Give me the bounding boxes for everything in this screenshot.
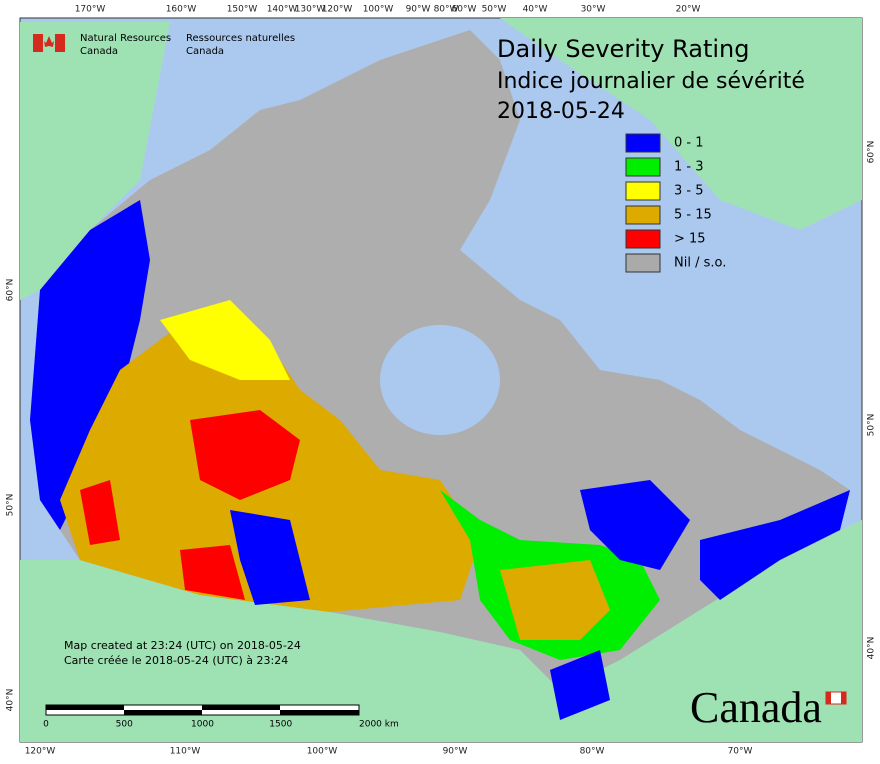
legend-label: 5 - 15	[674, 208, 712, 223]
lon-label: 150°W	[227, 5, 258, 15]
legend-swatch	[625, 157, 661, 177]
lon-label: 160°W	[166, 5, 197, 15]
lon-label: 60°W	[452, 5, 477, 15]
zone-maritimes-blue	[700, 490, 850, 600]
agency-en: Natural Resources	[80, 33, 171, 44]
zone-red-3	[80, 480, 120, 545]
lat-label: 60°N	[6, 279, 16, 302]
lon-label: 140°W	[267, 5, 298, 15]
scale-label: 2000 km	[359, 720, 399, 730]
legend-label: 3 - 5	[674, 184, 704, 199]
note: Carte créée le 2018-05-24 (UTC) à 23:24	[64, 654, 288, 667]
lon-label: 100°W	[363, 5, 394, 15]
title: Daily Severity Rating	[497, 35, 749, 63]
alaska	[20, 22, 170, 300]
lat-label: 50°N	[6, 494, 16, 517]
legend-swatch	[625, 253, 661, 273]
date: 2018-05-24	[497, 99, 625, 124]
note: Map created at 23:24 (UTC) on 2018-05-24	[64, 639, 301, 652]
zone-west-blue	[30, 200, 150, 530]
zone-red-2	[180, 545, 245, 600]
legend-label: > 15	[674, 232, 706, 247]
scale-bar	[45, 704, 360, 716]
lon-label: 20°W	[676, 5, 701, 15]
zone-quebec-blue	[580, 480, 690, 570]
lon-label: 30°W	[581, 5, 606, 15]
wordmark: Canada	[690, 683, 822, 732]
united-states	[20, 520, 862, 742]
zone-red-1	[190, 410, 300, 500]
agency-en: Canada	[80, 46, 118, 57]
zone-yellow-1	[160, 300, 290, 380]
legend-swatch	[625, 133, 661, 153]
greenland	[500, 18, 862, 230]
scale-label: 500	[116, 720, 133, 730]
lat-label: 40°N	[6, 689, 16, 712]
lat-label: 40°N	[867, 637, 877, 660]
scale-label: 1500	[269, 720, 292, 730]
lon-label: 90°W	[443, 747, 468, 757]
legend-swatch	[625, 181, 661, 201]
legend: 0 - 1 1 - 3 3 - 5 5 - 15 > 15 Nil / s.o.	[625, 133, 726, 273]
lon-label: 90°W	[406, 5, 431, 15]
scale-labels: 0 500 1000 1500 2000 km	[43, 720, 399, 730]
agency-fr: Canada	[186, 46, 224, 57]
scale-label: 1000	[191, 720, 214, 730]
lon-label: 70°W	[728, 747, 753, 757]
legend-label: Nil / s.o.	[674, 256, 726, 271]
lat-label: 60°N	[867, 141, 877, 164]
lon-label: 130°W	[295, 5, 326, 15]
scale-seg	[202, 705, 280, 710]
lon-label: 120°W	[25, 747, 56, 757]
lon-label: 110°W	[170, 747, 201, 757]
flag-bar	[33, 34, 43, 52]
scale-seg	[46, 705, 124, 710]
lon-label: 80°W	[434, 5, 459, 15]
wordmark-flag-bar	[841, 692, 846, 704]
flag-bar	[55, 34, 65, 52]
lon-label: 170°W	[75, 5, 106, 15]
scale-seg	[124, 710, 202, 715]
flag-leaf	[44, 36, 54, 47]
wordmark-flag-bar	[826, 692, 831, 704]
scale-seg	[280, 710, 359, 715]
legend-swatch	[625, 229, 661, 249]
lon-label: 100°W	[307, 747, 338, 757]
zone-blue-2	[230, 510, 310, 605]
legend-swatch	[625, 205, 661, 225]
lon-label: 80°W	[580, 747, 605, 757]
scale-label: 0	[43, 720, 49, 730]
lon-label: 50°W	[482, 5, 507, 15]
agency-fr: Ressources naturelles	[186, 33, 295, 44]
lon-label: 40°W	[523, 5, 548, 15]
lat-label: 50°N	[867, 414, 877, 437]
title-fr: Indice journalier de sévérité	[497, 69, 805, 94]
hudson-bay	[380, 325, 500, 435]
zone-ontario-blue	[550, 650, 610, 720]
lon-label: 120°W	[322, 5, 353, 15]
zone-orange-east	[500, 560, 610, 640]
legend-label: 0 - 1	[674, 136, 704, 151]
legend-label: 1 - 3	[674, 160, 704, 175]
